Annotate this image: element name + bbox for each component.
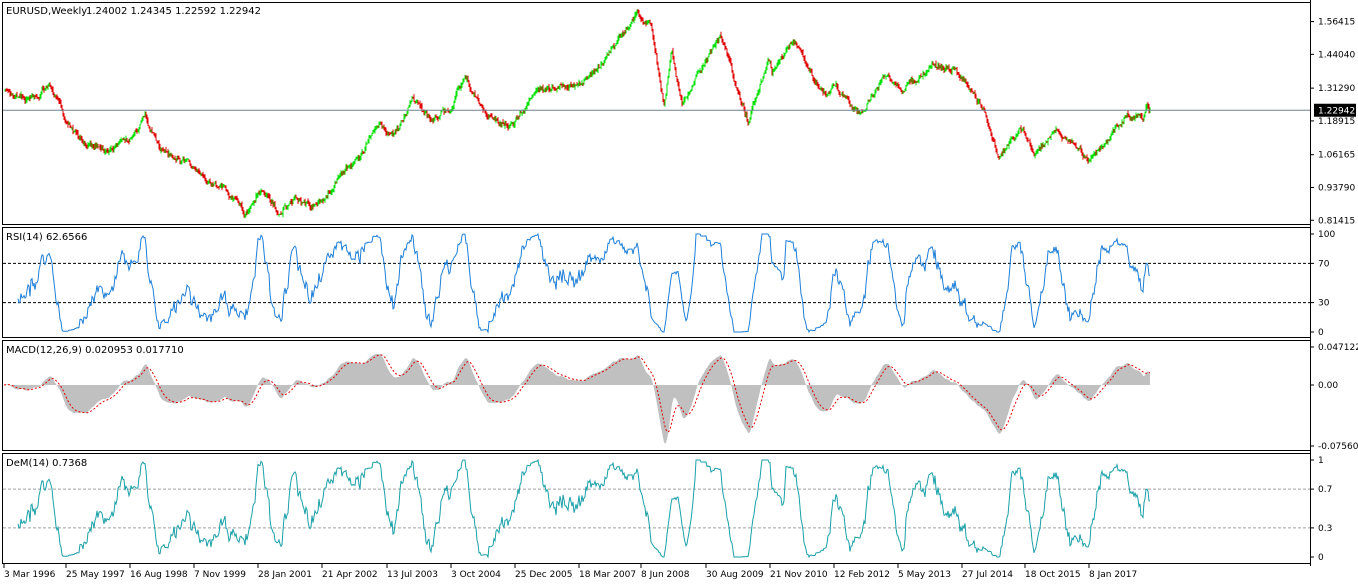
last-price-label: 1.22942 [1318, 107, 1355, 117]
dem-panel-frame [2, 453, 1311, 564]
time-tick-label: 3 Oct 2004 [451, 570, 501, 580]
last-price-marker: 1.22942 [3, 103, 1356, 117]
macd-histogram [4, 353, 1150, 444]
rsi-line [17, 232, 1151, 334]
time-tick-label: 30 Aug 2009 [706, 570, 764, 580]
price-tick-label: 1.06165 [1318, 151, 1355, 161]
time-tick-label: 25 May 1997 [66, 570, 125, 580]
macd-tick-label: 0.00 [1318, 381, 1338, 391]
price-axis-ticks: 1.56415 1.44040 1.31290 1.18915 1.06165 0.937… [1310, 18, 1355, 226]
macd-signal-line [3, 354, 1151, 433]
time-tick-label: 8 Jun 2008 [641, 570, 690, 580]
dem-title: DeM(14) 0.7368 [6, 458, 87, 469]
time-tick-label: 21 Nov 2010 [770, 570, 828, 580]
last-price-tag [1314, 103, 1356, 117]
rsi-tick-label: 100 [1318, 230, 1335, 240]
demarker-series: 1 0.7 0.3 0 [3, 456, 1332, 563]
dem-tick-label: 0.3 [1318, 524, 1332, 534]
time-tick-label: 16 Aug 1998 [130, 570, 188, 580]
time-tick-label: 18 Mar 2007 [579, 570, 636, 580]
price-tick-label: 1.18915 [1318, 117, 1355, 127]
time-tick-label: 25 Dec 2005 [515, 570, 573, 580]
ohlc-values: 1.24002 1.24345 1.22592 1.22942 [86, 6, 261, 17]
dem-tick-label: 0 [1318, 553, 1324, 563]
macd-series: 0.047122 0.00 -0.075608 [3, 343, 1358, 452]
time-tick-label: 13 Jul 2003 [387, 570, 438, 580]
time-tick-label: 27 Jul 2014 [962, 570, 1013, 580]
price-candles [4, 9, 1151, 219]
time-tick-label: 8 Jan 2017 [1089, 570, 1137, 580]
time-tick-label: 28 Jan 2001 [258, 570, 312, 580]
time-tick-label: 21 Apr 2002 [322, 570, 378, 580]
time-axis: 3 Mar 1996 25 May 1997 16 Aug 1998 7 Nov 19… [3, 564, 1137, 580]
price-tick-label: 0.93790 [1318, 183, 1355, 193]
time-tick-label: 12 Feb 2012 [834, 570, 890, 580]
time-tick-label: 18 Oct 2015 [1025, 570, 1081, 580]
dem-line [17, 458, 1151, 559]
time-tick-label: 3 Mar 1996 [4, 570, 56, 580]
dem-tick-label: 0.7 [1318, 485, 1332, 495]
price-tick-label: 1.56415 [1318, 18, 1355, 28]
price-panel-frame [2, 2, 1311, 225]
macd-tick-label: -0.075608 [1318, 442, 1358, 452]
macd-title: MACD(12,26,9) 0.020953 0.017710 [6, 345, 184, 356]
rsi-series: 100 70 30 0 [3, 230, 1335, 338]
macd-tick-label: 0.047122 [1318, 343, 1358, 353]
rsi-title: RSI(14) 62.6566 [6, 232, 87, 243]
symbol-title: EURUSD,Weekly [6, 6, 87, 17]
rsi-tick-label: 70 [1318, 259, 1330, 269]
rsi-tick-label: 0 [1318, 328, 1324, 338]
rsi-panel-frame [2, 227, 1311, 338]
rsi-tick-label: 30 [1318, 299, 1330, 309]
price-tick-label: 1.31290 [1318, 84, 1355, 94]
time-tick-label: 5 May 2013 [898, 570, 951, 580]
dem-tick-label: 1 [1318, 456, 1324, 466]
time-tick-label: 7 Nov 1999 [194, 570, 246, 580]
price-tick-label: 1.44040 [1318, 50, 1355, 60]
price-tick-label: 0.81415 [1318, 216, 1355, 226]
